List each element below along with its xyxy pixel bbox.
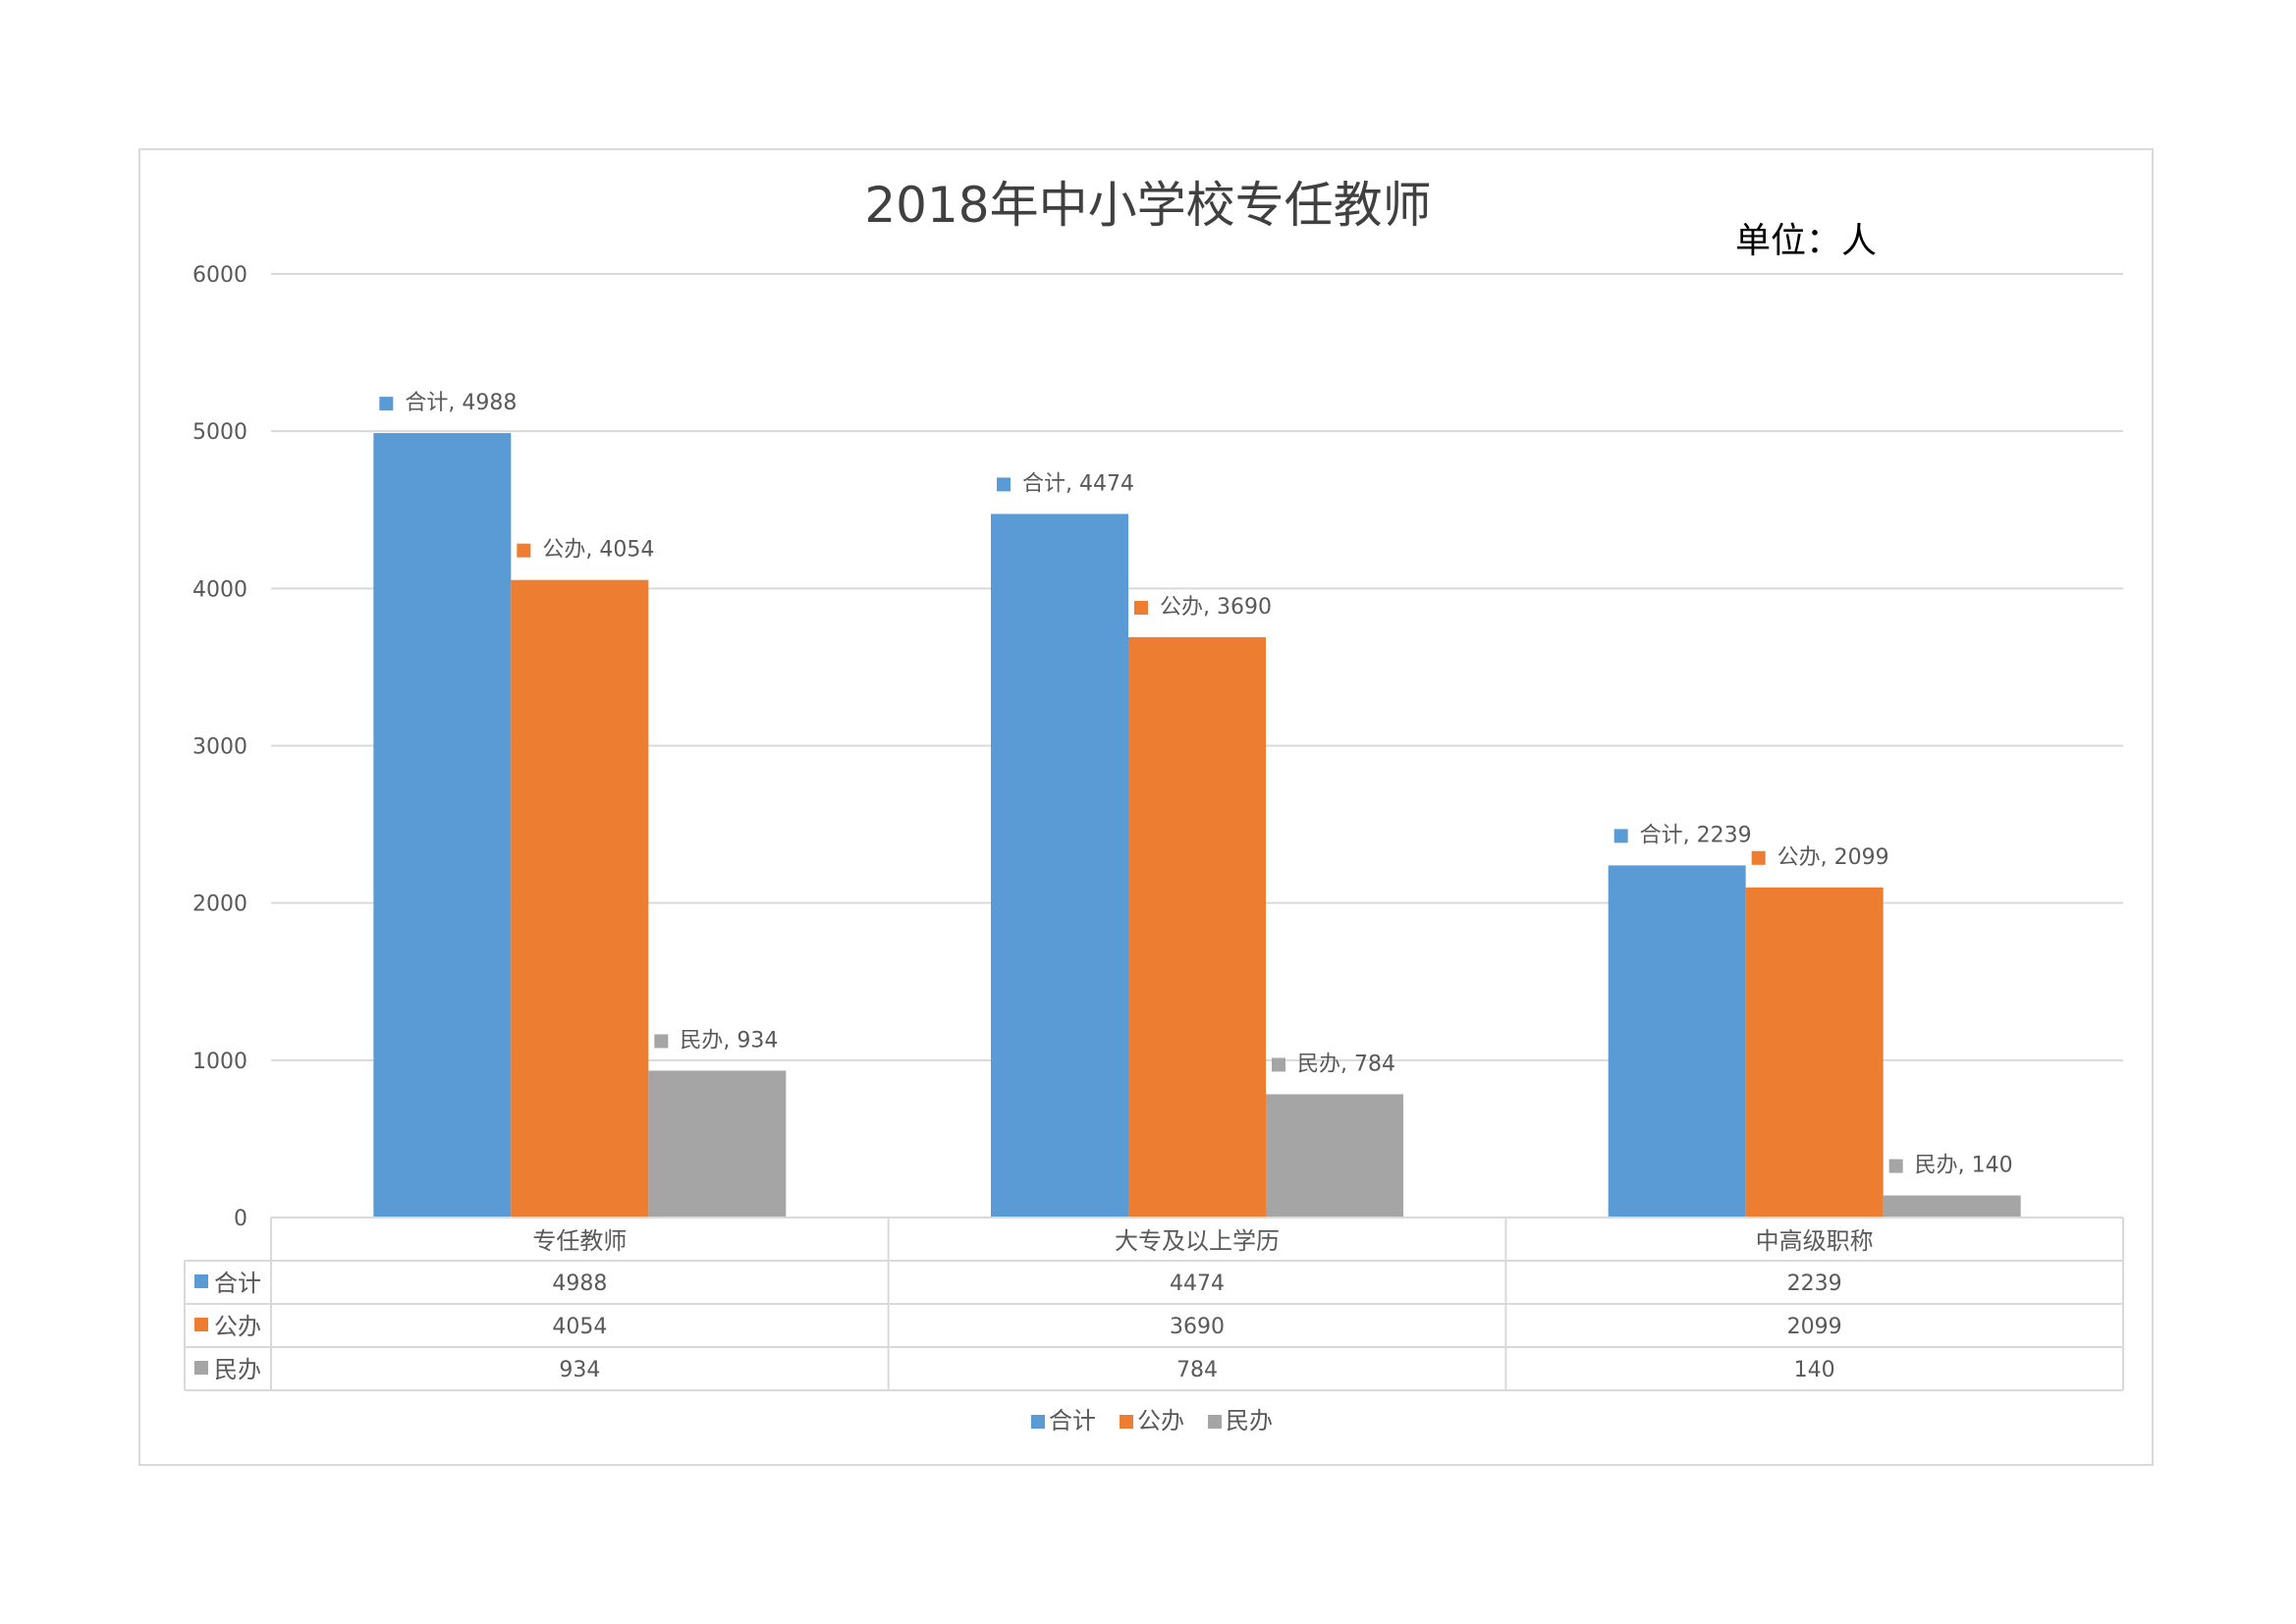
- category-label: 大专及以上学历: [1115, 1227, 1280, 1255]
- data-label: 民办, 140: [1915, 1154, 2013, 1178]
- table-legend-key: [194, 1361, 208, 1375]
- bar: [991, 514, 1128, 1218]
- data-label-marker: [1888, 1159, 1903, 1173]
- legend-label: 公办: [1137, 1407, 1184, 1435]
- table-cell: 4474: [1170, 1272, 1225, 1296]
- data-label: 民办, 784: [1297, 1052, 1395, 1076]
- table-legend-key: [194, 1274, 208, 1288]
- legend-label: 合计: [1049, 1407, 1096, 1435]
- legend-key: [1120, 1415, 1133, 1429]
- bar: [511, 579, 649, 1218]
- table-cell: 784: [1176, 1358, 1218, 1382]
- data-label-marker: [1613, 829, 1628, 843]
- data-label-marker: [517, 543, 531, 558]
- y-tick-label: 5000: [192, 420, 247, 445]
- y-tick-label: 1000: [192, 1050, 247, 1074]
- category-label: 专任教师: [532, 1227, 627, 1255]
- chart-title: 2018年中小学校专任教师: [864, 177, 1431, 234]
- bar: [648, 1070, 787, 1218]
- table-cell: 934: [559, 1358, 600, 1382]
- y-tick-label: 0: [234, 1207, 247, 1231]
- y-tick-label: 3000: [192, 735, 247, 760]
- table-series-name: 民办: [214, 1356, 261, 1383]
- legend-key: [1208, 1415, 1222, 1429]
- bar: [1608, 865, 1746, 1218]
- data-label-marker: [1751, 850, 1766, 865]
- y-tick-label: 4000: [192, 577, 247, 602]
- bar: [1883, 1195, 2021, 1218]
- data-label: 公办, 2099: [1777, 845, 1889, 870]
- bar: [1266, 1094, 1403, 1218]
- unit-label: 单位：人: [1735, 221, 1877, 261]
- bar: [1128, 636, 1266, 1218]
- data-label-marker: [997, 477, 1011, 492]
- table-cell: 140: [1794, 1358, 1835, 1382]
- table-cell: 3690: [1170, 1315, 1225, 1339]
- table-series-name: 公办: [214, 1313, 261, 1340]
- data-label-marker: [379, 397, 394, 411]
- data-label-marker: [1134, 600, 1148, 615]
- data-label-marker: [654, 1034, 669, 1049]
- legend-key: [1031, 1415, 1045, 1429]
- table-cell: 2239: [1787, 1272, 1842, 1296]
- table-cell: 4054: [552, 1315, 607, 1339]
- y-tick-label: 6000: [192, 263, 247, 288]
- bar: [373, 433, 512, 1218]
- data-label: 合计, 4988: [405, 391, 517, 415]
- table-cell: 4988: [552, 1272, 607, 1296]
- data-label: 民办, 934: [680, 1028, 778, 1053]
- legend-label: 民办: [1226, 1407, 1273, 1435]
- table-cell: 2099: [1787, 1315, 1842, 1339]
- data-label: 合计, 4474: [1022, 471, 1134, 496]
- data-label-marker: [1272, 1057, 1285, 1072]
- data-label: 公办, 3690: [1160, 595, 1272, 620]
- category-label: 中高级职称: [1756, 1227, 1874, 1255]
- data-label: 公办, 4054: [542, 538, 654, 563]
- table-series-name: 合计: [214, 1270, 261, 1297]
- y-tick-label: 2000: [192, 893, 247, 917]
- table-legend-key: [194, 1318, 208, 1331]
- data-label: 合计, 2239: [1640, 823, 1752, 847]
- bar: [1745, 887, 1884, 1218]
